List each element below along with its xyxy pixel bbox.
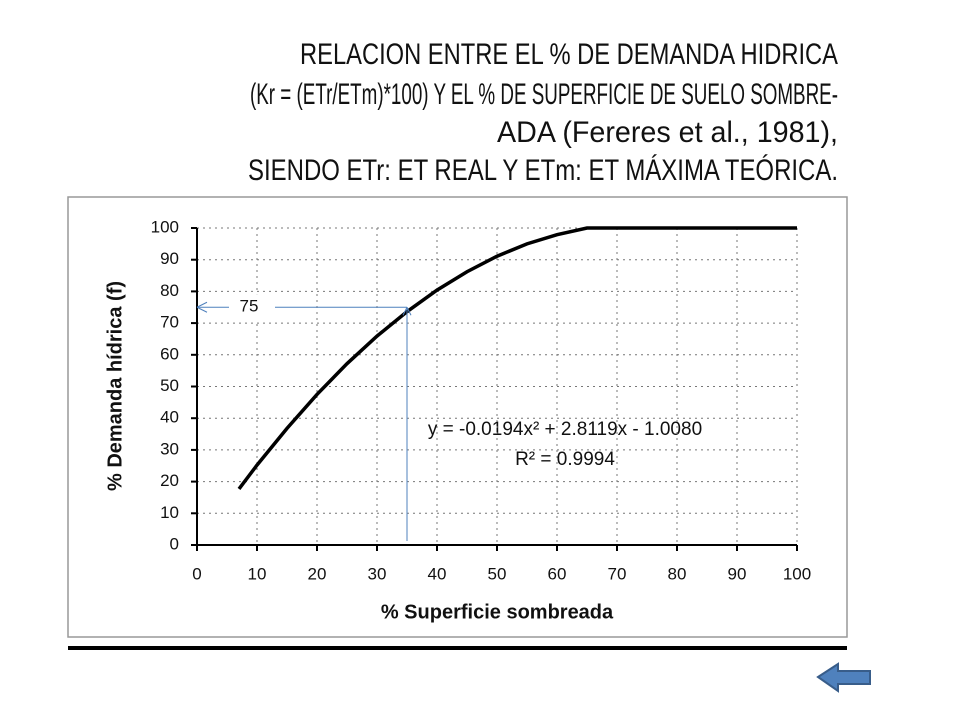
back-button[interactable]: [816, 662, 871, 693]
back-arrow[interactable]: [816, 662, 871, 693]
guide-arrowhead: [402, 307, 412, 316]
title-line: SIENDO ETr: ET REAL Y ETm: ET MÁXIMA TEÓ…: [248, 154, 838, 187]
x-tick-label: 80: [668, 564, 687, 583]
guide-label-bg: [229, 294, 275, 321]
guide-label: 75: [240, 297, 259, 316]
equation: y = -0.0194x² + 2.8119x - 1.0080: [428, 419, 702, 440]
y-tick-label: 80: [160, 281, 179, 300]
r-squared: R² = 0.9994: [515, 449, 615, 470]
x-tick-label: 90: [728, 564, 747, 583]
y-tick-label: 10: [160, 503, 179, 522]
title-line: ADA (Fereres et al., 1981),: [497, 116, 838, 149]
title: RELACION ENTRE EL % DE DEMANDA HIDRICA (…: [248, 38, 838, 187]
x-tick-label: 50: [488, 564, 507, 583]
x-tick-label: 10: [248, 564, 267, 583]
x-tick-label: 60: [548, 564, 567, 583]
x-tick-label: 30: [368, 564, 387, 583]
x-tick-label: 40: [428, 564, 447, 583]
y-tick-label: 70: [160, 313, 179, 332]
x-tick-label: 70: [608, 564, 627, 583]
y-tick-label: 40: [160, 408, 179, 427]
y-tick-label: 60: [160, 344, 179, 363]
y-axis-label: % Demanda hídrica (f): [104, 281, 126, 491]
y-tick-label: 0: [170, 534, 179, 553]
x-tick-label: 100: [783, 564, 811, 583]
y-tick-label: 90: [160, 249, 179, 268]
guide-arrowhead: [196, 301, 208, 313]
x-tick-label: 0: [192, 564, 201, 583]
x-tick-label: 20: [308, 564, 327, 583]
title-line: RELACION ENTRE EL % DE DEMANDA HIDRICA: [300, 38, 838, 71]
data-line: [237, 226, 797, 490]
title-line: (Kr = (ETr/ETm)*100) Y EL % DE SUPERFICI…: [250, 78, 838, 111]
y-tick-label: 20: [160, 471, 179, 490]
y-tick-label: 100: [151, 217, 179, 236]
y-tick-label: 30: [160, 439, 179, 458]
y-tick-label: 50: [160, 376, 179, 395]
x-axis-label: % Superficie sombreada: [381, 601, 614, 623]
